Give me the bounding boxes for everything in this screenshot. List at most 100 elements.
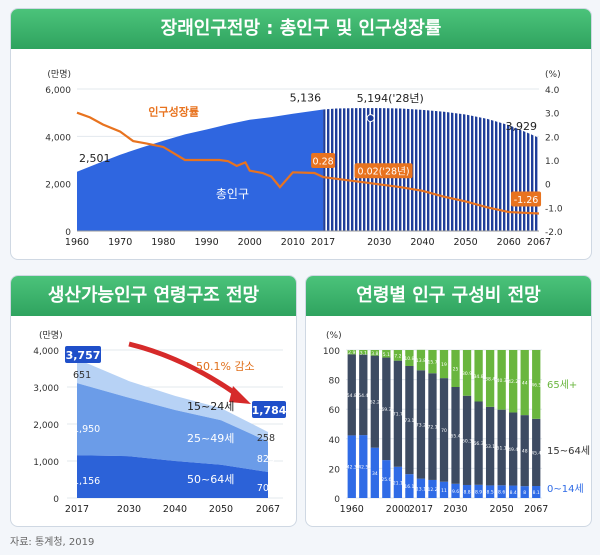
bar-segment: [509, 350, 518, 413]
working-age-chart-title: 생산가능인구 연령구조 전망: [11, 276, 296, 316]
x-tick-label: 2017: [311, 237, 335, 248]
bar-value-label: 13.8: [416, 358, 426, 364]
x-tick-label: 2050: [454, 237, 478, 248]
y-left-tick-label: 0: [65, 228, 71, 238]
y-left-tick-label: 6,000: [45, 86, 71, 96]
bar-segment: [462, 395, 472, 485]
y-tick-label: 3,000: [33, 384, 59, 394]
bar-segment: [497, 485, 506, 498]
bar-segment: [405, 474, 414, 498]
bar-segment: [382, 460, 391, 498]
label-pop-2067: 3,929: [506, 120, 538, 133]
bar-value-label: 65.4: [451, 433, 461, 439]
bar-segment: [474, 350, 483, 402]
series-label-25-49: 25~49세: [187, 432, 234, 445]
bar-segment: [382, 357, 391, 461]
label-growth-2017-box: [311, 153, 336, 169]
bar-segment: [416, 349, 426, 371]
bar-segment: [416, 370, 426, 479]
x-tick-label: 2067: [524, 504, 548, 515]
age-share-chart: 0 20 40 60 80 100 (%) 42.3 54.8 2.9 42.5 54.4 3.1 34 6…: [323, 331, 590, 515]
bar-value-label: 69.3: [381, 407, 391, 413]
x-tick-label: 2017: [65, 504, 89, 515]
bar-segment: [451, 387, 460, 484]
y-left-unit: (만명): [47, 69, 71, 80]
population-area-projected: [323, 108, 539, 231]
bar-segment: [497, 409, 506, 486]
bar-segment: [405, 365, 414, 475]
bar-value-label: 42.2: [508, 379, 518, 385]
bar-segment: [462, 484, 472, 498]
bar-value-label: 8.8: [463, 489, 470, 495]
label-growth-2067: -1.26: [514, 195, 539, 206]
value-50-64-2017: 1,156: [73, 476, 100, 487]
bar-segment: [416, 478, 426, 498]
bar-value-label: 8.5: [487, 490, 494, 496]
y-tick-label: 100: [323, 347, 340, 357]
bar-value-label: 70: [441, 428, 447, 434]
bar-value-label: 8.9: [475, 489, 482, 495]
band-50-64: [77, 455, 268, 498]
x-tick-label: 2050: [490, 504, 514, 515]
bar-segment: [405, 350, 414, 366]
bar-value-label: 44: [522, 381, 528, 387]
y-tick-label: 60: [329, 406, 341, 416]
y-right-tick-label: 0: [545, 181, 551, 191]
bar-value-label: 60.3: [462, 438, 472, 444]
bar-segment: [532, 418, 541, 487]
working-age-panel: 생산가능인구 연령구조 전망 0 1,000 2,000 3,000 4,000 (만명)…: [10, 275, 297, 527]
bar-segment: [370, 350, 379, 356]
bar-segment: [359, 354, 368, 436]
bar-segment: [520, 486, 529, 498]
x-tick-label: 2000: [386, 504, 410, 515]
y-right-tick-label: 2.0: [545, 133, 560, 143]
bar-value-label: 11: [441, 488, 447, 494]
x-tick-label: 2030: [367, 237, 391, 248]
age-share-chart-title: 연령별 인구 구성비 전망: [306, 276, 591, 316]
source-note: 자료: 통계청, 2019: [10, 537, 95, 548]
bar-segment: [485, 485, 495, 498]
y-tick-label: 2,000: [33, 421, 59, 431]
x-tick-label: 2040: [410, 237, 434, 248]
bar-segment: [509, 412, 518, 486]
bar-segment: [428, 373, 437, 480]
bar-value-label: 62.2: [370, 400, 380, 406]
bar-value-label: 8.4: [510, 490, 517, 496]
bar-value-label: 34.8: [474, 374, 484, 380]
x-tick-label: 2067: [256, 504, 280, 515]
y-tick-label: 0: [53, 495, 59, 505]
bar-value-label: 54.8: [347, 393, 357, 399]
bar-segment: [439, 350, 449, 379]
x-tick-label: 1980: [151, 237, 175, 248]
x-tick-label: 1990: [194, 237, 218, 248]
bar-value-label: 12.2: [427, 487, 437, 493]
bar-value-label: 40.3: [497, 378, 507, 384]
bar-segment: [474, 401, 483, 485]
bar-value-label: 46.5: [531, 382, 541, 388]
bar-value-label: 42.3: [347, 465, 357, 471]
bar-value-label: 45.4: [531, 450, 541, 456]
growth-series-label: 인구성장률: [148, 105, 199, 119]
bar-value-label: 53.1: [485, 444, 495, 450]
x-tick-label: 2010: [281, 237, 305, 248]
label-growth-2067-box: [511, 191, 542, 207]
series-label-50-64: 50~64세: [187, 473, 234, 486]
decline-arrow: [128, 341, 241, 399]
working-age-chart: 0 1,000 2,000 3,000 4,000 (만명) 2017 2030 2040 205…: [33, 330, 287, 515]
bar-value-label: 73.2: [416, 422, 426, 428]
band-15-24: [77, 358, 268, 442]
label-growth-2017: 0.28: [313, 157, 334, 168]
bar-value-label: 34: [372, 471, 378, 477]
x-tick-label: 1960: [65, 237, 89, 248]
y-tick-label: 40: [329, 436, 341, 446]
bar-value-label: 51.1: [497, 445, 507, 451]
bar-value-label: 16.1: [404, 484, 414, 490]
bar-segment: [474, 484, 483, 498]
bar-segment: [532, 350, 541, 419]
bar-segment: [393, 360, 403, 467]
bar-value-label: 38.4: [485, 376, 495, 382]
population-panel: 장래인구전망 : 총인구 및 인구성장률 0 2,000 4,000 6,000 -2.…: [10, 8, 592, 260]
bar-value-label: 54.4: [358, 393, 368, 399]
bar-value-label: 3.1: [360, 350, 367, 356]
bar-segment: [428, 479, 437, 498]
